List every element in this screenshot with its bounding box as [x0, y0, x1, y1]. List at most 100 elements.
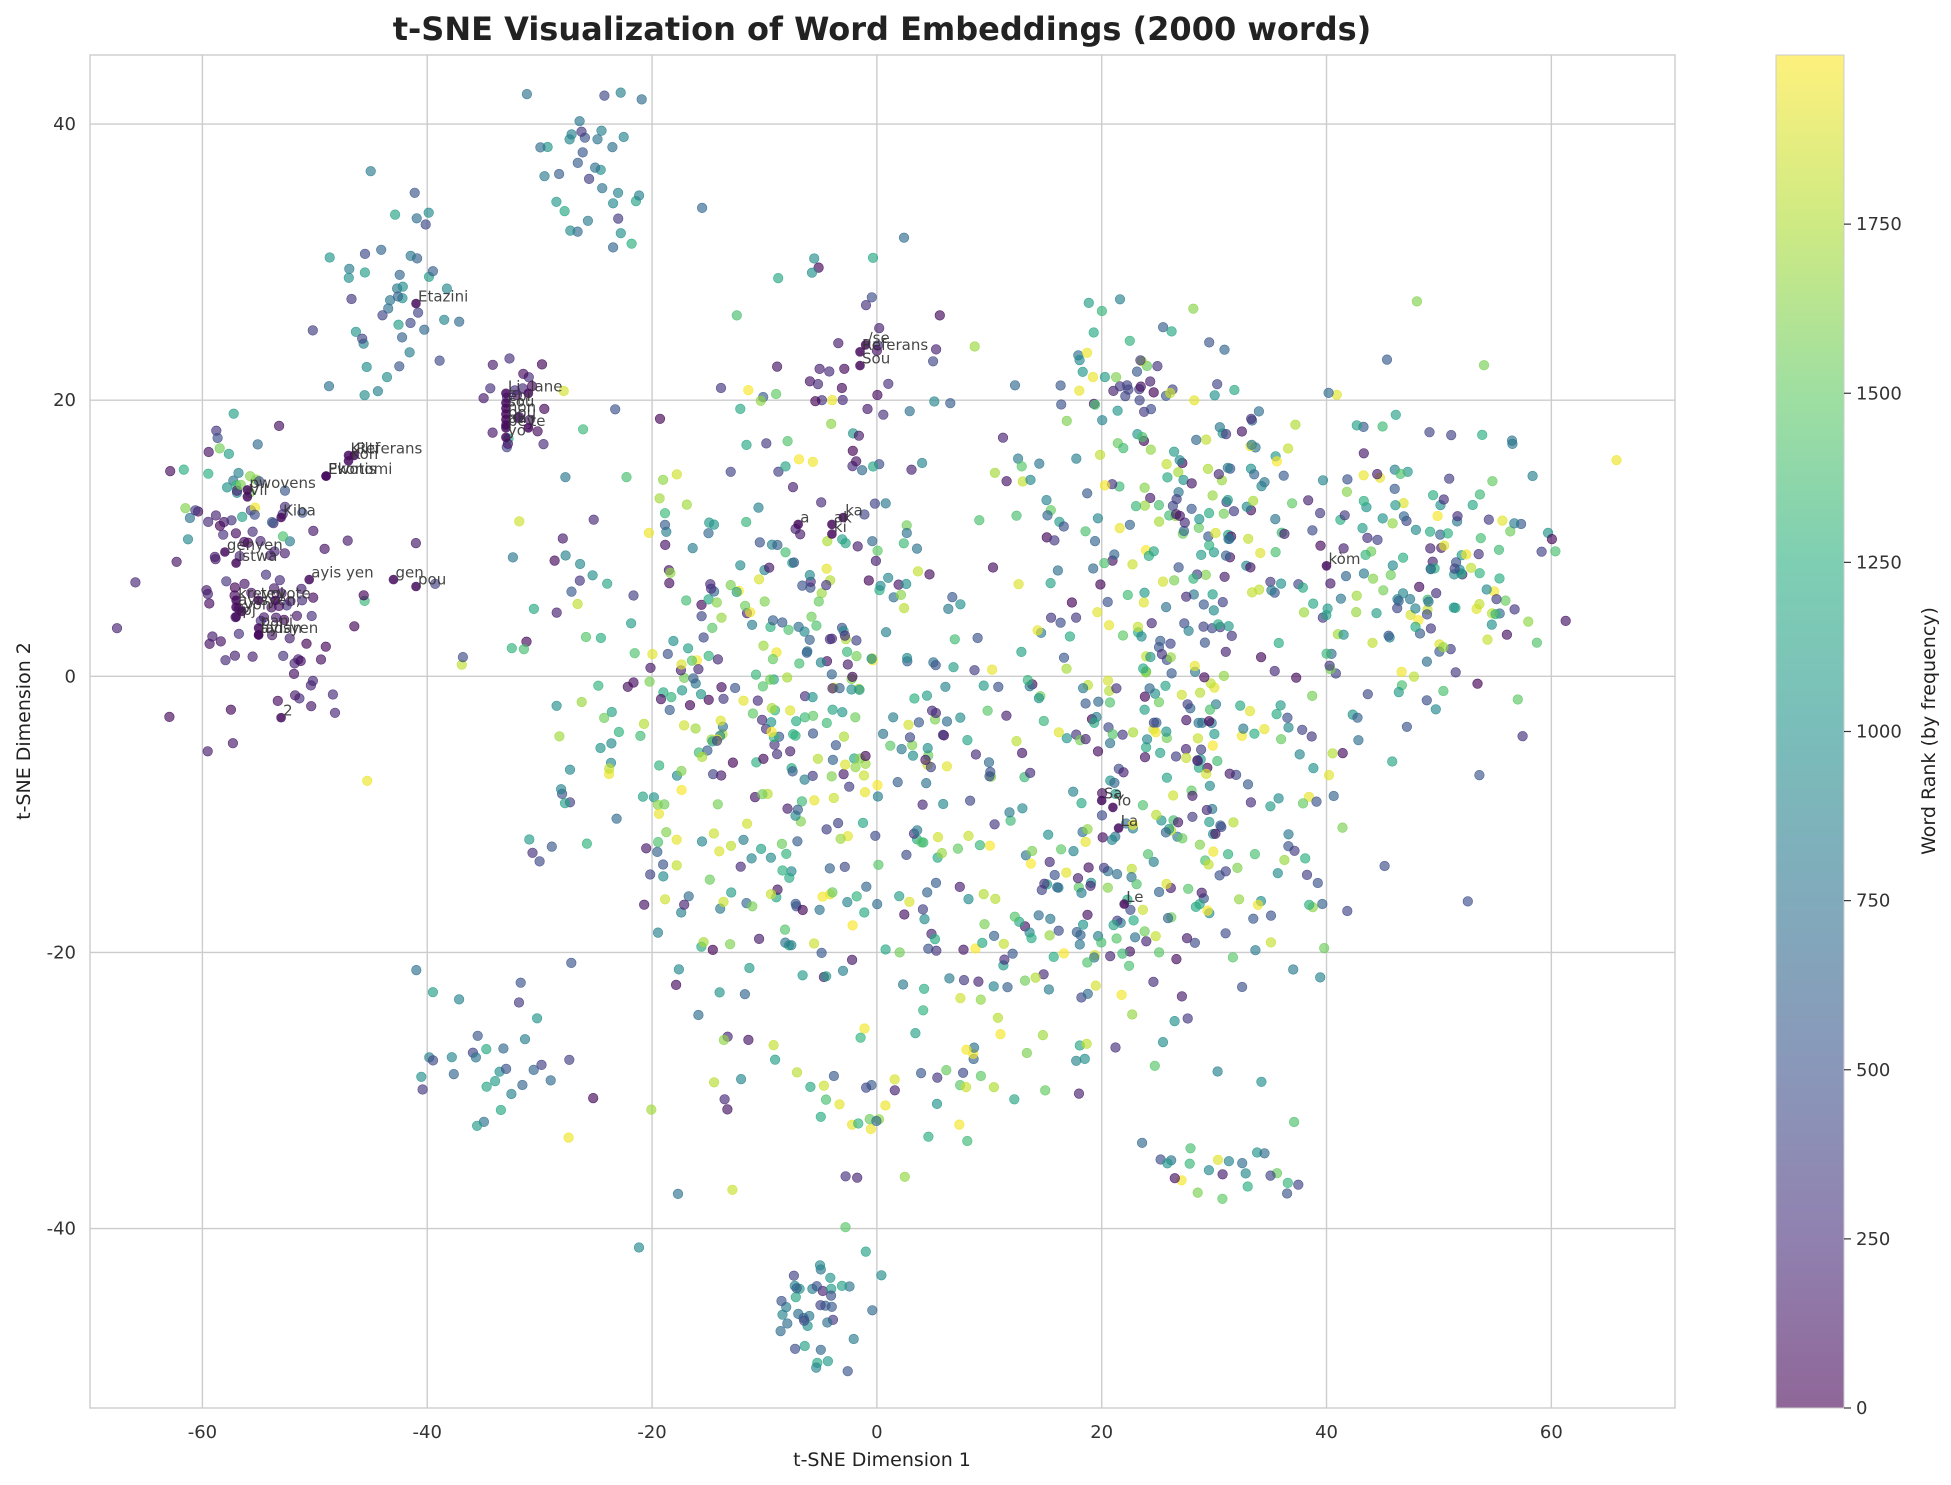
scatter-point [963, 830, 974, 842]
scatter-point [349, 621, 360, 632]
scatter-point [1097, 832, 1108, 843]
scatter-point [703, 694, 714, 705]
scatter-point [852, 541, 863, 552]
scatter-point [1421, 695, 1432, 706]
scatter-point [1089, 952, 1100, 963]
scatter-point [1278, 470, 1289, 481]
scatter-point [930, 344, 942, 355]
scatter-point [822, 1317, 833, 1328]
scatter-point [1055, 617, 1066, 628]
scatter-point [636, 94, 647, 105]
scatter-point [1427, 490, 1439, 501]
scatter-point [1362, 532, 1373, 544]
scatter-point [842, 659, 853, 670]
scatter-point [1118, 767, 1129, 778]
scatter-point [1207, 589, 1218, 600]
scatter-point [731, 310, 742, 321]
scatter-point [1438, 494, 1449, 505]
scatter-point [549, 555, 560, 566]
scatter-point [962, 1135, 973, 1147]
scatter-point [921, 777, 932, 789]
scatter-point [765, 674, 776, 685]
scatter-point [255, 535, 266, 547]
scatter-point [860, 1246, 871, 1257]
scatter-point [750, 669, 762, 680]
scatter-point [1450, 667, 1461, 678]
scatter-point [817, 891, 828, 902]
scatter-point [577, 147, 588, 158]
scatter-point [995, 1028, 1006, 1040]
scatter-point [1002, 982, 1013, 993]
scatter-point [1367, 573, 1379, 584]
scatter-point [1109, 549, 1120, 560]
scatter-point [889, 1085, 900, 1096]
scatter-point [820, 1094, 832, 1105]
scatter-point [1068, 786, 1079, 797]
scatter-point [560, 472, 571, 483]
word-label: genyen [227, 536, 283, 554]
scatter-point [1144, 683, 1155, 694]
scatter-point [1104, 697, 1116, 708]
scatter-point [1139, 926, 1150, 937]
scatter-point [613, 726, 625, 738]
scatter-point [258, 612, 270, 623]
scatter-point [1043, 829, 1054, 840]
scatter-point [409, 187, 420, 198]
scatter-point [607, 242, 619, 253]
scatter-point [917, 799, 928, 810]
scatter-point [1212, 1154, 1224, 1165]
colorbar-tick-label: 750 [1856, 891, 1890, 912]
scatter-point [1034, 458, 1045, 469]
scatter-point [753, 502, 764, 513]
scatter-point [1212, 1066, 1223, 1077]
scatter-point [923, 1131, 934, 1142]
scatter-point [975, 994, 986, 1005]
scatter-point [203, 516, 214, 528]
scatter-point [643, 527, 655, 539]
scatter-point [722, 1104, 733, 1115]
scatter-point [1317, 898, 1328, 910]
scatter-point [1025, 474, 1036, 486]
scatter-point [233, 628, 244, 639]
scatter-point [1203, 507, 1215, 519]
labeled-point [855, 347, 865, 357]
scatter-point [1279, 528, 1290, 540]
scatter-point [872, 779, 883, 791]
scatter-point [1474, 769, 1485, 781]
scatter-point [342, 535, 353, 546]
scatter-point [1341, 486, 1352, 497]
scatter-point [430, 578, 441, 589]
scatter-point [1218, 670, 1229, 682]
scatter-point [1082, 957, 1093, 968]
scatter-point [1358, 568, 1369, 579]
scatter-point [856, 465, 868, 476]
scatter-point [1232, 862, 1243, 874]
scatter-point [725, 579, 736, 591]
scatter-point [1129, 932, 1141, 943]
scatter-point [1217, 1193, 1228, 1204]
scatter-point [566, 586, 577, 597]
scatter-point [850, 712, 861, 723]
scatter-point [308, 525, 319, 537]
scatter-point [111, 623, 123, 634]
scatter-point [1449, 563, 1460, 574]
scatter-point [1165, 652, 1176, 663]
scatter-point [599, 90, 610, 101]
scatter-point [524, 834, 535, 845]
scatter-point [964, 795, 976, 806]
scatter-point [481, 1043, 492, 1055]
scatter-point [1041, 495, 1052, 506]
scatter-point [824, 366, 835, 377]
scatter-point [1425, 563, 1436, 575]
scatter-point [593, 680, 604, 691]
scatter-point [576, 126, 587, 137]
scatter-point [1395, 468, 1406, 480]
word-label: Referans [356, 439, 422, 457]
scatter-point [588, 1092, 599, 1104]
scatter-point [393, 319, 404, 330]
scatter-point [1324, 660, 1335, 671]
scatter-point [889, 1074, 900, 1085]
scatter-point [279, 485, 291, 496]
scatter-point [816, 947, 827, 959]
word-label: lane [530, 377, 562, 395]
